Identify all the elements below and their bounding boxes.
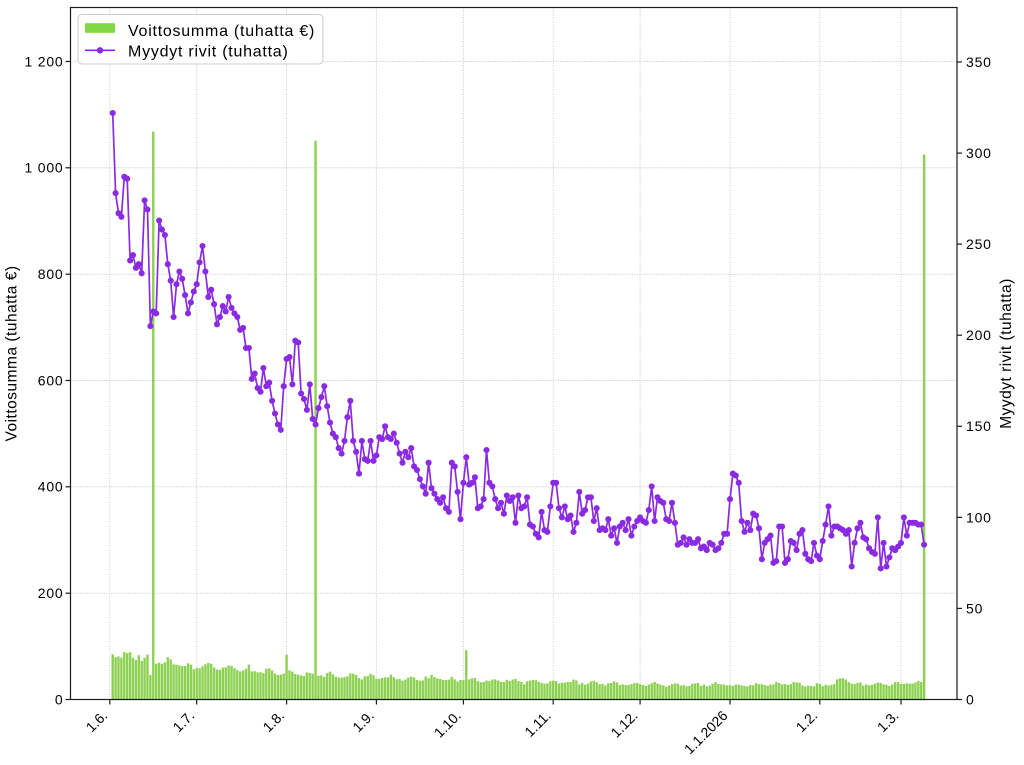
svg-text:200: 200 [966, 327, 992, 343]
svg-text:200: 200 [38, 585, 64, 601]
svg-text:0: 0 [966, 691, 975, 707]
svg-text:1 200: 1 200 [24, 53, 63, 69]
svg-text:250: 250 [966, 236, 992, 252]
svg-text:400: 400 [38, 479, 64, 495]
svg-text:350: 350 [966, 54, 992, 70]
svg-text:50: 50 [966, 600, 983, 616]
svg-text:800: 800 [38, 266, 64, 282]
svg-text:Voittosumma (tuhatta €): Voittosumma (tuhatta €) [4, 265, 21, 441]
svg-text:Voittosumma (tuhatta €): Voittosumma (tuhatta €) [128, 23, 315, 40]
svg-text:600: 600 [38, 372, 64, 388]
svg-text:Myydyt rivit (tuhatta): Myydyt rivit (tuhatta) [128, 44, 289, 61]
svg-text:1 000: 1 000 [24, 160, 63, 176]
svg-text:300: 300 [966, 145, 992, 161]
svg-text:150: 150 [966, 418, 992, 434]
svg-text:100: 100 [966, 509, 992, 525]
svg-text:0: 0 [55, 691, 64, 707]
svg-text:Myydyt rivit (tuhatta): Myydyt rivit (tuhatta) [998, 278, 1015, 429]
